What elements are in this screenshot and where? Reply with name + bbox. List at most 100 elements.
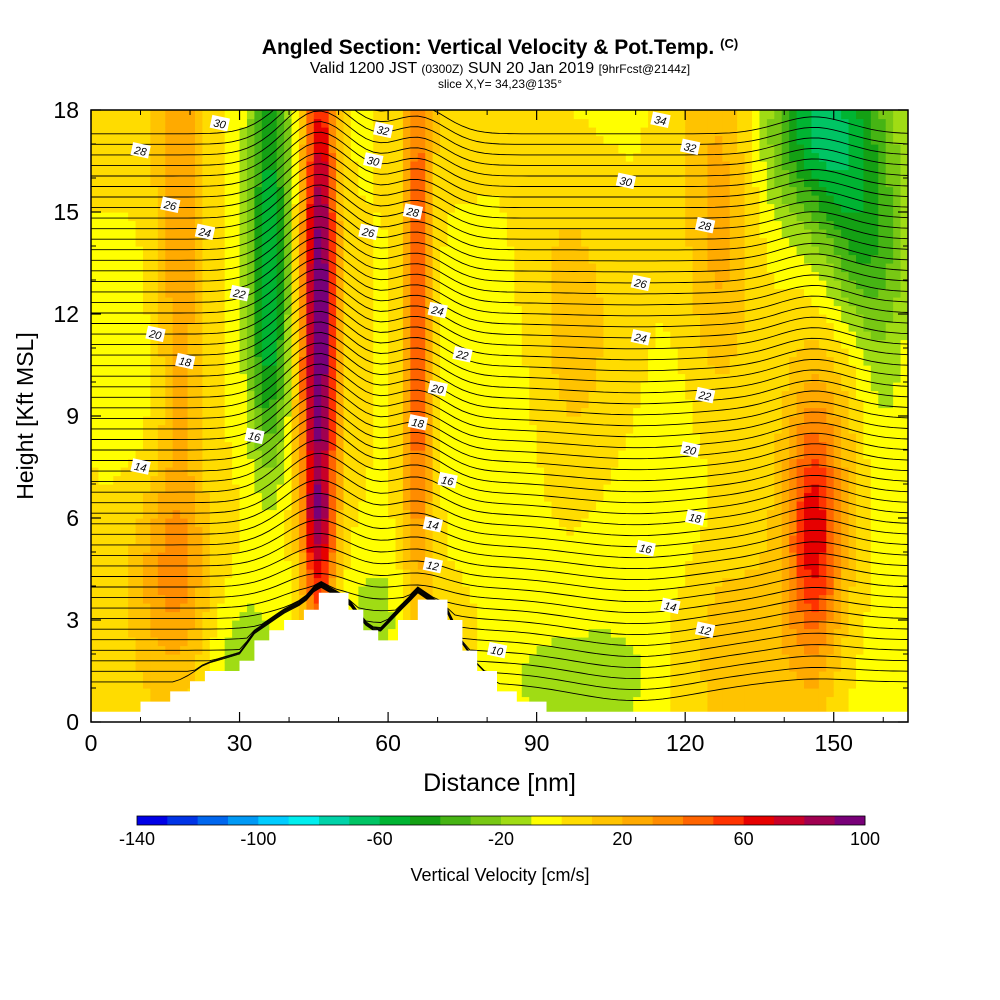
velocity-cell xyxy=(469,135,478,145)
velocity-cell xyxy=(454,280,463,290)
velocity-cell xyxy=(150,611,159,621)
velocity-cell xyxy=(298,161,307,171)
velocity-cell xyxy=(514,305,523,315)
velocity-cell xyxy=(469,399,478,409)
velocity-cell xyxy=(209,433,218,443)
velocity-cell xyxy=(180,586,189,596)
velocity-cell xyxy=(551,178,560,188)
velocity-cell xyxy=(544,305,553,315)
velocity-cell xyxy=(113,407,122,417)
velocity-cell xyxy=(417,288,426,298)
velocity-cell xyxy=(603,569,612,579)
velocity-cell xyxy=(551,705,560,715)
velocity-cell xyxy=(558,543,567,553)
velocity-cell xyxy=(328,399,337,409)
velocity-cell xyxy=(365,611,374,621)
velocity-cell xyxy=(224,552,233,562)
velocity-cell xyxy=(521,450,530,460)
velocity-cell xyxy=(440,127,449,137)
velocity-cell xyxy=(425,161,434,171)
velocity-cell xyxy=(514,416,523,426)
velocity-cell xyxy=(499,535,508,545)
velocity-cell xyxy=(120,637,129,647)
velocity-cell xyxy=(454,322,463,332)
velocity-cell xyxy=(246,586,255,596)
velocity-cell xyxy=(113,280,122,290)
velocity-cell xyxy=(284,373,293,383)
velocity-cell xyxy=(358,254,367,264)
velocity-cell xyxy=(373,586,382,596)
velocity-cell xyxy=(142,118,152,128)
velocity-cell xyxy=(417,441,426,451)
velocity-cell xyxy=(120,152,129,162)
velocity-cell xyxy=(514,475,523,485)
velocity-cell xyxy=(358,297,367,307)
velocity-cell xyxy=(239,577,248,587)
velocity-cell xyxy=(402,169,411,179)
velocity-cell xyxy=(536,152,545,162)
velocity-cell xyxy=(603,620,612,630)
velocity-cell xyxy=(365,373,374,383)
velocity-cell xyxy=(395,433,404,443)
velocity-cell xyxy=(417,356,426,366)
velocity-cell xyxy=(298,280,307,290)
velocity-cell xyxy=(150,288,159,298)
velocity-cell xyxy=(91,356,100,366)
velocity-cell xyxy=(261,518,270,528)
velocity-cell xyxy=(536,484,545,494)
velocity-cell xyxy=(142,407,152,417)
velocity-cell xyxy=(321,246,330,256)
velocity-cell xyxy=(477,535,486,545)
velocity-cell xyxy=(165,263,174,273)
velocity-cell xyxy=(566,220,575,230)
velocity-cell xyxy=(328,186,337,196)
velocity-cell xyxy=(484,603,493,613)
velocity-cell xyxy=(462,118,471,128)
vertical-velocity-field xyxy=(91,110,908,722)
velocity-cell xyxy=(380,373,389,383)
velocity-cell xyxy=(454,212,463,222)
velocity-cell xyxy=(194,671,204,681)
velocity-cell xyxy=(432,246,441,256)
velocity-cell xyxy=(105,577,114,587)
velocity-cell xyxy=(321,169,330,179)
velocity-cell xyxy=(135,152,144,162)
velocity-cell xyxy=(395,348,404,358)
velocity-cell xyxy=(529,620,538,630)
velocity-cell xyxy=(514,586,523,596)
velocity-cell xyxy=(284,118,293,128)
velocity-cell xyxy=(209,237,218,247)
velocity-cell xyxy=(432,169,441,179)
velocity-cell xyxy=(261,263,270,273)
velocity-cell xyxy=(336,271,345,281)
velocity-cell xyxy=(477,552,486,562)
velocity-cell xyxy=(165,509,174,519)
velocity-cell xyxy=(254,220,263,230)
velocity-cell xyxy=(239,365,248,375)
velocity-cell xyxy=(135,416,144,426)
velocity-cell xyxy=(232,178,241,188)
velocity-cell xyxy=(91,679,100,689)
velocity-cell xyxy=(172,322,181,332)
velocity-cell xyxy=(558,433,567,443)
velocity-cell xyxy=(573,492,582,502)
velocity-cell xyxy=(402,229,411,239)
velocity-cell xyxy=(150,152,159,162)
velocity-cell xyxy=(395,424,404,434)
velocity-cell xyxy=(157,127,166,137)
velocity-cell xyxy=(306,356,315,366)
velocity-cell xyxy=(113,662,122,672)
velocity-cell xyxy=(417,373,426,383)
velocity-cell xyxy=(506,424,515,434)
velocity-cell xyxy=(261,509,270,519)
velocity-cell xyxy=(432,450,441,460)
velocity-cell xyxy=(135,543,144,553)
velocity-cell xyxy=(180,535,189,545)
velocity-cell xyxy=(365,331,374,341)
velocity-cell xyxy=(350,407,359,417)
velocity-cell xyxy=(328,322,337,332)
velocity-cell xyxy=(558,229,567,239)
velocity-cell xyxy=(328,552,337,562)
velocity-cell xyxy=(417,382,426,392)
velocity-cell xyxy=(521,662,530,672)
